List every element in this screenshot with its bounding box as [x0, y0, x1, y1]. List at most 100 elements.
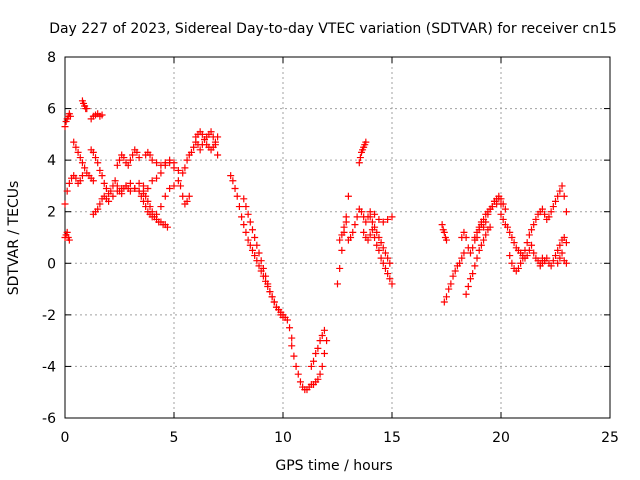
data-point	[312, 350, 320, 358]
data-point	[473, 228, 481, 236]
data-point	[508, 234, 516, 241]
data-point	[449, 272, 457, 280]
data-point	[381, 249, 389, 257]
data-point	[201, 136, 209, 144]
data-point	[146, 203, 154, 211]
data-point	[353, 213, 361, 221]
series-seg-d	[78, 97, 91, 113]
data-point	[519, 254, 527, 262]
data-point	[286, 324, 294, 332]
data-point	[139, 187, 147, 195]
x-tick-label: 0	[61, 430, 70, 446]
data-point	[161, 159, 169, 167]
data-point	[445, 285, 453, 293]
data-point	[528, 226, 536, 234]
data-point	[386, 275, 394, 283]
series-seg-ah	[554, 249, 570, 267]
data-point	[336, 236, 344, 244]
data-point	[288, 342, 296, 350]
data-point	[368, 218, 376, 226]
data-points	[61, 97, 570, 394]
data-point	[98, 111, 106, 119]
data-point	[148, 156, 156, 164]
data-point	[357, 208, 365, 216]
data-point	[190, 143, 198, 151]
data-point	[266, 288, 274, 296]
data-point	[120, 154, 128, 162]
data-point	[488, 203, 496, 211]
ticks: 0 5 10 15 20 25 -6 -4 -2 0 2 4 6 8	[42, 50, 619, 446]
data-point	[532, 215, 540, 223]
x-tick-label: 15	[383, 430, 401, 446]
data-point	[179, 192, 187, 200]
data-point	[562, 208, 570, 216]
data-point	[336, 264, 344, 272]
data-point	[174, 177, 182, 185]
data-point	[259, 264, 267, 272]
data-point	[371, 223, 379, 231]
data-point	[525, 231, 533, 239]
data-point	[497, 195, 505, 203]
data-point	[379, 218, 387, 226]
data-point	[207, 128, 215, 136]
data-point	[144, 185, 152, 193]
series-seg-ad	[471, 192, 509, 241]
data-point	[386, 259, 394, 267]
data-point	[63, 187, 71, 195]
data-point	[560, 192, 568, 200]
series-seg-a	[61, 110, 74, 131]
data-point	[238, 213, 246, 221]
data-point	[373, 241, 381, 249]
data-point	[113, 187, 121, 195]
data-point	[547, 262, 555, 270]
data-point	[475, 246, 483, 254]
series-seg-h	[89, 179, 147, 218]
data-point	[126, 187, 134, 195]
data-point	[364, 236, 372, 244]
data-point	[506, 228, 514, 236]
x-tick-label: 5	[170, 430, 179, 446]
data-point	[166, 156, 174, 164]
data-point	[94, 159, 102, 167]
data-point	[543, 254, 551, 262]
data-point	[96, 200, 104, 208]
data-point	[294, 370, 302, 378]
data-point	[148, 177, 156, 185]
data-point	[148, 208, 156, 216]
y-axis-label: SDTVAR / TECUs	[6, 181, 22, 296]
data-point	[129, 151, 137, 159]
data-point	[113, 161, 121, 169]
series-seg-ag	[536, 234, 570, 270]
data-point	[307, 362, 315, 370]
data-point	[464, 282, 472, 290]
data-point	[554, 192, 562, 200]
data-point	[340, 223, 348, 231]
data-point	[94, 205, 102, 213]
data-point	[314, 375, 322, 383]
grid	[65, 57, 610, 418]
data-point	[157, 203, 165, 211]
y-tick-label: 8	[47, 50, 56, 66]
data-point	[76, 177, 84, 185]
data-point	[320, 350, 328, 358]
data-point	[107, 187, 115, 195]
data-point	[242, 203, 250, 211]
data-point	[501, 205, 509, 213]
data-point	[342, 218, 350, 226]
data-point	[480, 236, 488, 244]
data-point	[456, 259, 464, 267]
data-point	[506, 252, 514, 260]
data-point	[556, 187, 564, 195]
data-point	[196, 146, 204, 154]
data-point	[545, 213, 553, 221]
data-point	[72, 143, 80, 151]
series-seg-u	[336, 218, 350, 244]
data-point	[351, 221, 359, 229]
data-point	[262, 272, 270, 280]
data-point	[528, 241, 536, 249]
series-seg-w	[355, 138, 370, 167]
series-seg-p	[227, 172, 296, 342]
data-point	[70, 138, 78, 146]
data-point	[183, 156, 191, 164]
data-point	[379, 259, 387, 267]
